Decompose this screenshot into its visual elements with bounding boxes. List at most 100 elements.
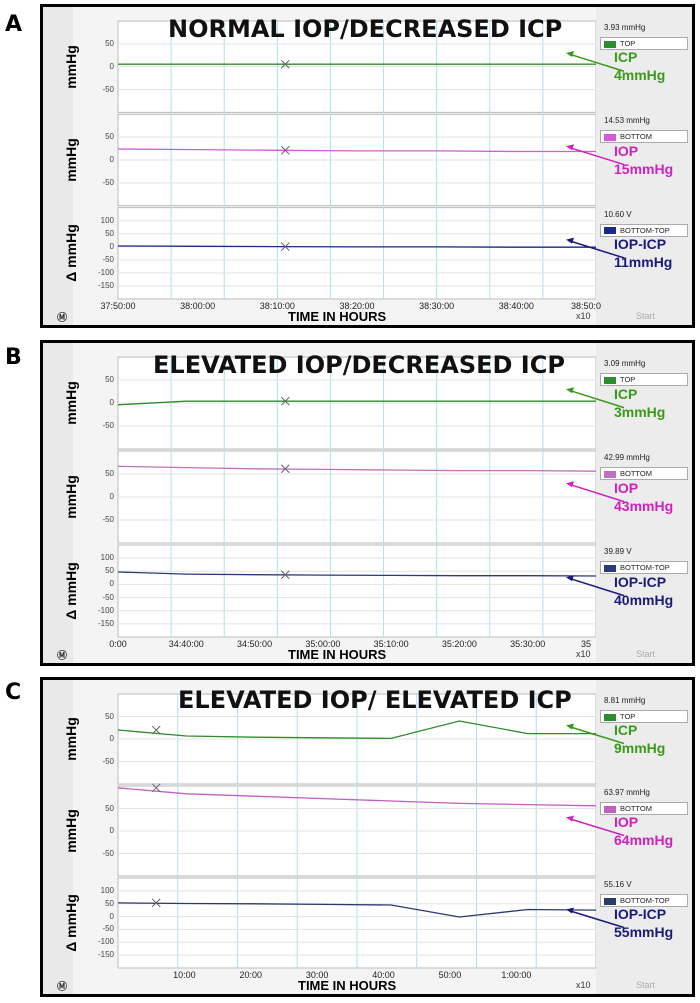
x-axis-title: TIME IN HOURS: [298, 978, 397, 993]
channel-select[interactable]: BOTTOM-TOP: [600, 223, 688, 237]
channel-select-label: TOP: [620, 712, 636, 721]
chart-svg: [43, 343, 692, 663]
channel-select[interactable]: BOTTOM-TOP: [600, 561, 688, 574]
left-strip: [43, 343, 73, 663]
x-tick-label: 35:20:00: [441, 639, 477, 649]
m-logo-icon: Ⓜ: [57, 651, 67, 662]
annotation-label: IOP 64mmHg: [614, 813, 673, 849]
annotation-value: 9mmHg: [614, 740, 666, 756]
y-tick-label: 0: [109, 911, 114, 921]
panel-b-letter: B: [5, 345, 22, 370]
channel-plot-bg: [117, 544, 597, 638]
series-line-iop-icp: [117, 245, 596, 248]
y-tick-label: -50: [102, 515, 114, 524]
zoom-level[interactable]: x10: [576, 311, 591, 321]
start-button[interactable]: Start: [636, 311, 656, 321]
annotation-name: ICP: [614, 49, 638, 66]
annotation-arrowhead: [566, 481, 574, 488]
annotation-arrowhead: [566, 723, 574, 730]
annotation-arrow: [571, 818, 625, 837]
channel-plot-bg: [117, 207, 597, 300]
annotation-value: 43mmHg: [614, 497, 674, 514]
annotation-name: IOP-ICP: [614, 573, 667, 590]
y-tick-label: -150: [97, 618, 114, 628]
x-tick-label: 34:50:00: [237, 639, 273, 649]
channel-select[interactable]: BOTTOM: [600, 130, 688, 144]
panel-title: ELEVATED IOP/ ELEVATED ICP: [178, 686, 572, 714]
channel-y-label: Δ mmHg: [63, 894, 79, 952]
channel-select-label: TOP: [620, 39, 636, 48]
annotation-label: IOP-ICP 40mmHg: [614, 573, 673, 609]
y-tick-label: -50: [102, 177, 114, 187]
zoom-level[interactable]: x10: [576, 649, 591, 659]
channel-reading: 14.53 mmHg: [604, 116, 650, 126]
annotation-value: 15mmHg: [614, 160, 674, 177]
y-tick-label: -50: [102, 756, 114, 766]
annotation-arrowhead: [566, 907, 574, 914]
chart-svg: [43, 680, 692, 994]
channel-select-label: BOTTOM: [620, 804, 652, 813]
panel-b: ELEVATED IOP/DECREASED ICP mmHg 50 0 -50 3.09…: [40, 340, 695, 666]
cursor-marker: [280, 242, 290, 251]
series-line-iop-icp: [117, 902, 597, 918]
y-tick-label: -100: [97, 937, 114, 947]
annotation-label: IOP-ICP 55mmHg: [614, 905, 673, 941]
channel-select[interactable]: BOTTOM-TOP: [600, 894, 688, 907]
channel-y-label: mmHg: [63, 138, 79, 182]
cursor-marker: [151, 783, 161, 793]
channel-select[interactable]: TOP: [600, 710, 688, 723]
annotation-value: 4mmHg: [614, 67, 666, 84]
channel-select[interactable]: BOTTOM: [600, 802, 688, 815]
zoom-level[interactable]: x10: [576, 980, 591, 990]
channel-reading: 55.16 V: [604, 880, 632, 889]
series-line-iop-icp: [117, 571, 597, 577]
annotation-arrow: [571, 390, 625, 409]
x-tick-label: 10:00: [173, 970, 196, 980]
annotation-arrowhead: [566, 50, 574, 57]
channel-select[interactable]: TOP: [600, 373, 688, 386]
y-tick-label: 50: [105, 228, 114, 238]
channel-y-label: mmHg: [63, 475, 79, 519]
y-tick-label: 50: [105, 711, 114, 721]
annotation-label: ICP 4mmHg: [614, 48, 665, 84]
annotation-name: ICP: [614, 722, 638, 738]
channel-reading: 10.60 V: [604, 209, 632, 219]
channel-color-swatch: [604, 133, 616, 141]
x-tick-label: 20:00: [239, 970, 263, 980]
channel-select-label: BOTTOM-TOP: [620, 896, 670, 905]
channel-select-label: BOTTOM-TOP: [620, 225, 670, 235]
annotation-name: IOP: [614, 142, 639, 159]
x-tick-label: 0:00: [109, 639, 127, 649]
cursor-marker: [280, 396, 290, 406]
start-button[interactable]: Start: [636, 980, 656, 990]
cursor-marker: [280, 145, 290, 155]
panel-title: ELEVATED IOP/DECREASED ICP: [153, 351, 565, 379]
x-tick-label: 38:40:00: [498, 301, 534, 311]
annotation-arrow: [571, 578, 625, 597]
x-tick-label: 50:00: [438, 970, 462, 980]
channel-color-swatch: [604, 564, 616, 572]
y-tick-label: -100: [97, 605, 114, 615]
y-tick-label: 50: [105, 38, 114, 48]
channel-select-label: BOTTOM: [620, 132, 652, 142]
start-button[interactable]: Start: [636, 649, 656, 659]
channel-color-swatch: [604, 40, 616, 48]
m-logo-icon: Ⓜ: [57, 982, 67, 993]
panel-c: ELEVATED IOP/ ELEVATED ICP mmHg 50 0 -50 8.81…: [40, 677, 695, 997]
y-tick-label: 0: [109, 398, 114, 407]
annotation-value: 11mmHg: [614, 254, 673, 271]
x-tick-label: 35:00:00: [305, 639, 341, 649]
channel-select[interactable]: TOP: [600, 37, 688, 50]
channel-y-label: mmHg: [63, 809, 79, 853]
series-line-iop: [117, 148, 596, 153]
channel-select[interactable]: BOTTOM: [600, 467, 688, 480]
channel-reading: 39.89 V: [604, 547, 632, 556]
panel-a: NORMAL IOP/DECREASED ICP mmHg 50 0 -50 3.93 m…: [40, 4, 695, 328]
chart-svg: [43, 7, 692, 325]
x-tick-label: 38:10:00: [259, 301, 295, 311]
annotation-name: IOP-ICP: [614, 236, 667, 253]
y-tick-label: -50: [102, 421, 114, 430]
right-control-strip: [596, 7, 692, 325]
y-tick-label: 100: [100, 553, 114, 563]
annotation-name: IOP-ICP: [614, 906, 667, 922]
